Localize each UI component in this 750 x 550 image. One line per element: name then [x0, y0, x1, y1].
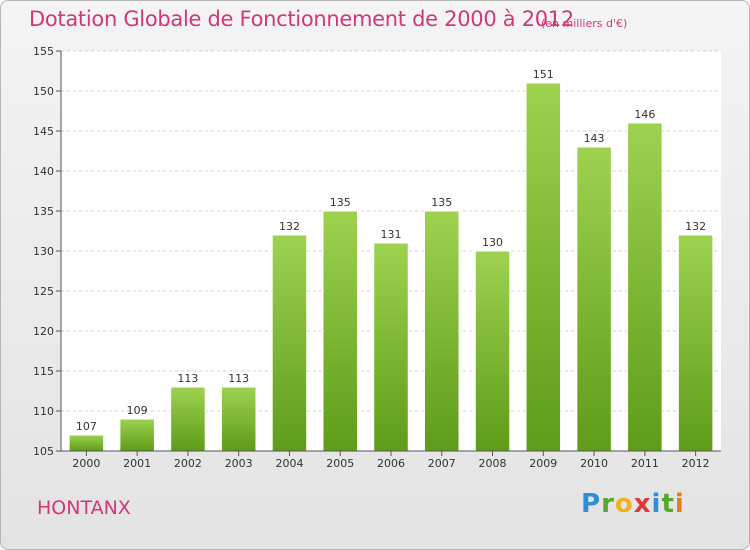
bar-2012	[677, 234, 714, 452]
x-tick-label-2000: 2000	[72, 457, 100, 470]
logo-letter: r	[601, 489, 615, 519]
logo-letter: t	[661, 489, 675, 519]
x-tick-label-2006: 2006	[377, 457, 405, 470]
bar-2009	[525, 82, 562, 452]
bar-2006	[373, 242, 409, 452]
y-tick-label: 115	[33, 365, 54, 378]
y-tick-label: 140	[33, 165, 54, 178]
y-tick-label: 105	[33, 445, 54, 458]
chart-subtitle: (en milliers d'€)	[541, 17, 628, 30]
bar-2000	[68, 434, 105, 452]
y-tick-label: 125	[33, 285, 54, 298]
proxiti-logo: Proxiti	[581, 489, 685, 519]
value-label-2001: 109	[127, 404, 148, 417]
value-label-2005: 135	[330, 196, 351, 209]
value-label-2007: 135	[431, 196, 452, 209]
x-tick-label-2002: 2002	[174, 457, 202, 470]
bar-2004	[271, 234, 308, 452]
x-tick-label-2001: 2001	[123, 457, 151, 470]
logo-letter: P	[581, 489, 602, 519]
x-tick-label-2005: 2005	[326, 457, 354, 470]
x-tick-label-2007: 2007	[428, 457, 456, 470]
value-label-2011: 146	[634, 108, 655, 121]
bar-2007	[424, 210, 460, 452]
y-tick-label: 110	[33, 405, 54, 418]
value-label-2004: 132	[279, 220, 300, 233]
bar-2010	[576, 146, 612, 452]
bar-2003	[220, 386, 257, 452]
y-tick-label: 145	[33, 125, 54, 138]
bar-2002	[170, 386, 206, 452]
value-label-2003: 113	[228, 372, 249, 385]
y-tick-label: 135	[33, 205, 54, 218]
x-tick-label-2012: 2012	[682, 457, 710, 470]
bar-2005	[322, 210, 358, 452]
bar-2001	[119, 418, 155, 452]
chart-title: Dotation Globale de Fonctionnement de 20…	[29, 7, 574, 31]
commune-name: HONTANX	[37, 497, 131, 519]
x-tick-label-2003: 2003	[225, 457, 253, 470]
x-tick-label-2011: 2011	[631, 457, 659, 470]
value-label-2009: 151	[533, 68, 554, 81]
logo-letter: x	[633, 489, 652, 519]
x-tick-label-2008: 2008	[479, 457, 507, 470]
value-label-2012: 132	[685, 220, 706, 233]
logo-letter: i	[651, 489, 662, 519]
value-label-2006: 131	[381, 228, 402, 241]
y-tick-label: 130	[33, 245, 54, 258]
value-label-2000: 107	[76, 420, 97, 433]
bar-2008	[474, 250, 511, 452]
x-tick-label-2004: 2004	[275, 457, 303, 470]
x-tick-label-2009: 2009	[529, 457, 557, 470]
value-label-2008: 130	[482, 236, 503, 249]
bar-2011	[627, 122, 663, 452]
x-tick-label-2010: 2010	[580, 457, 608, 470]
y-tick-label: 155	[33, 45, 54, 58]
logo-letter: o	[614, 489, 634, 519]
value-label-2010: 143	[584, 132, 605, 145]
value-label-2002: 113	[177, 372, 198, 385]
y-tick-label: 120	[33, 325, 54, 338]
logo-letter: i	[674, 489, 685, 519]
y-tick-label: 150	[33, 85, 54, 98]
